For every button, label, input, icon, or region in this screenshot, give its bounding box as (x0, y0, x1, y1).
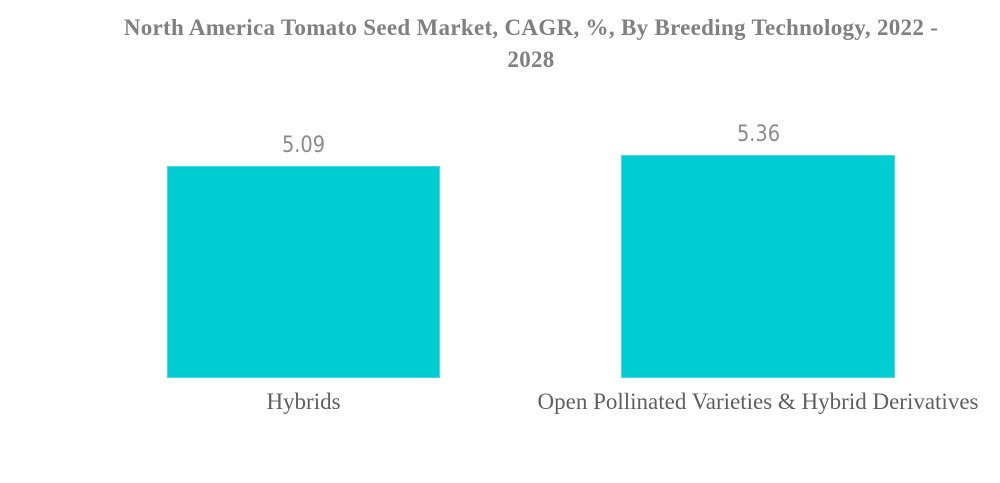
chart-title-line-2: 2028 (507, 47, 555, 72)
category-label-open-pollinated: Open Pollinated Varieties & Hybrid Deriv… (537, 389, 979, 414)
bar-group-hybrids: 5.09 Hybrids (167, 133, 440, 414)
bar-group-open-pollinated: 5.36 Open Pollinated Varieties & Hybrid … (538, 122, 979, 414)
value-label-hybrids: 5.09 (281, 133, 326, 158)
category-label-hybrids: Hybrids (266, 389, 341, 414)
value-label-open-pollinated: 5.36 (736, 122, 780, 147)
bar-open-pollinated (621, 155, 895, 378)
chart-title: North America Tomato Seed Market, CAGR, … (0, 12, 1000, 76)
bar-hybrids (167, 166, 440, 378)
chart-title-line-1: North America Tomato Seed Market, CAGR, … (123, 15, 939, 40)
